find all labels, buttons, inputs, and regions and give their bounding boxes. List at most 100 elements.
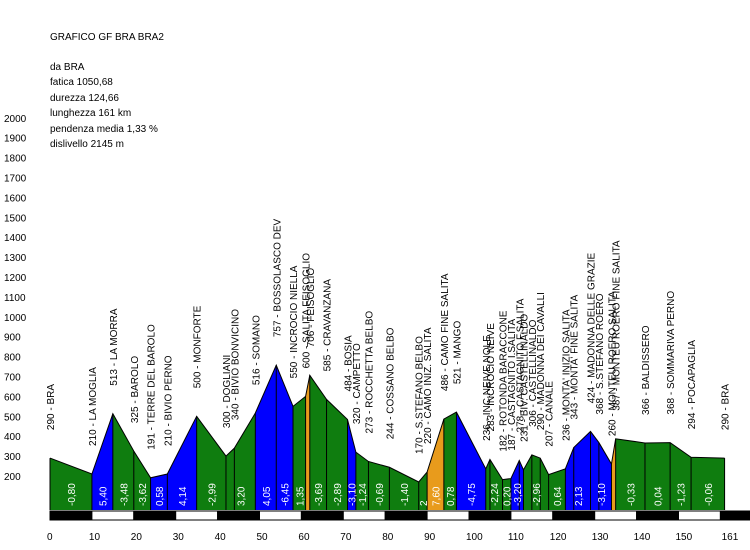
x-tick-label: 130	[592, 532, 609, 543]
y-tick-label: 1600	[4, 193, 27, 204]
waypoint-label: 513 - LA MORRA	[109, 308, 120, 386]
chart-title: GRAFICO GF BRA BRA2	[50, 32, 164, 43]
waypoint-label: 290 - BRA	[721, 384, 732, 430]
grade-label: -0,80	[67, 483, 78, 506]
profile-segment	[347, 419, 356, 510]
profile-segment	[611, 438, 616, 510]
waypoint-label: 182 - ROTONDA BARACCONE	[499, 310, 510, 451]
grade-label: 0,78	[446, 486, 457, 506]
profile-segment	[91, 413, 113, 510]
profile-segment	[670, 442, 692, 510]
waypoint-label: 191 - TERRE DEL BAROLO	[147, 324, 158, 450]
grade-label: -1,24	[358, 483, 369, 506]
grade-label: -3,10	[597, 483, 608, 506]
profile-segment	[615, 438, 645, 510]
waypoint-label: 343 - MONTA' FINE SALITA	[570, 294, 581, 419]
grade-label: -0,06	[704, 483, 715, 506]
waypoint-label: 290 - BRA	[46, 384, 57, 430]
km-scale-block	[91, 510, 135, 521]
grade-label: -3,20	[513, 483, 524, 506]
x-tick-label: 70	[340, 532, 352, 543]
grade-label: 7,60	[431, 486, 442, 506]
waypoint-label: 283 - INCROCIO NEIVE	[486, 323, 497, 432]
profile-segment	[502, 478, 511, 510]
grade-label: -4,75	[467, 483, 478, 506]
profile-segment	[443, 412, 457, 510]
profile-segment	[368, 461, 390, 510]
x-tick-label: 30	[173, 532, 185, 543]
km-scale-block	[175, 510, 219, 521]
grade-label: -6,45	[281, 483, 292, 506]
x-tick-label: 140	[634, 532, 651, 543]
waypoint-label: 486 - CAMO FINE SALITA	[440, 273, 451, 391]
y-tick-label: 1700	[4, 174, 27, 185]
km-scale-block	[49, 510, 93, 521]
waypoint-label: 366 - BALDISSERO	[641, 325, 652, 415]
grade-label: -2,96	[532, 483, 543, 506]
waypoint-label: 236 - INC.NEIVE NOLE	[482, 335, 493, 441]
grade-label: -1,40	[400, 483, 411, 506]
grade-label: -2,99	[207, 483, 218, 506]
grade-label: 3,20	[237, 486, 248, 506]
waypoint-label: 294 - POCAPAGLIA	[687, 340, 698, 430]
km-scale-block	[300, 510, 344, 521]
x-tick-label: 161	[722, 532, 739, 543]
x-tick-label: 150	[676, 532, 693, 543]
profile-segment	[133, 451, 151, 510]
km-scale-frame	[49, 510, 750, 521]
grade-label: -1,23	[677, 483, 688, 506]
y-tick-label: 400	[4, 432, 21, 443]
grade-label: 4,05	[262, 486, 273, 506]
waypoint-label: 278 - CASTAGNITO F.SALITA	[515, 298, 526, 432]
grade-label: -3,69	[314, 483, 325, 506]
x-tick-label: 120	[550, 532, 567, 543]
km-scale-block	[426, 510, 470, 521]
waypoint-label: 236 - MONTA' INIZIO SALITA	[561, 309, 572, 441]
y-tick-label: 1100	[4, 293, 26, 304]
route-info: da BRA fatica 1050,68 durezza 124,66 lun…	[50, 60, 158, 152]
y-tick-label: 1000	[4, 313, 27, 324]
grade-label: 5,40	[98, 486, 109, 506]
x-tick-label: 10	[89, 532, 101, 543]
waypoint-label: 273 - ROCCHETTA BELBO	[364, 311, 375, 434]
grade-label: -2,24	[490, 483, 501, 506]
x-tick-label: 100	[466, 532, 483, 543]
profile-segment	[456, 412, 486, 510]
grade-label: 2	[419, 500, 430, 506]
x-tick-label: 40	[215, 532, 227, 543]
profile-segment	[355, 452, 369, 510]
profile-segment	[565, 431, 591, 510]
y-tick-label: 2000	[4, 114, 27, 125]
km-scale-block	[259, 510, 302, 521]
info-pendenza: pendenza media 1,33 %	[50, 123, 158, 135]
profile-segment	[326, 399, 348, 510]
waypoint-label: 387 - MONTEU ROERO FINE SALITA	[612, 240, 623, 411]
waypoint-label: 220 - CAMO INIZ. SALITA	[423, 327, 434, 444]
y-tick-label: 600	[4, 392, 21, 403]
profile-segment	[225, 413, 256, 510]
waypoint-label: 306 - CASTELLINALDO	[528, 319, 539, 426]
profile-segment	[293, 396, 306, 510]
grade-label: 0,04	[654, 486, 665, 506]
profile-segment	[523, 454, 549, 510]
y-tick-label: 1800	[4, 154, 27, 165]
profile-segment	[418, 472, 428, 510]
y-tick-label: 700	[4, 373, 21, 384]
y-tick-label: 300	[4, 452, 21, 463]
x-tick-label: 0	[47, 532, 53, 543]
y-tick-label: 1900	[4, 134, 27, 145]
waypoint-label: 170 - S.STEFANO BELBO	[415, 336, 426, 454]
profile-segment	[305, 375, 310, 510]
x-tick-label: 20	[131, 532, 143, 543]
km-scale-block	[678, 510, 721, 521]
y-tick-label: 900	[4, 333, 21, 344]
waypoint-label: 325 - BAROLO	[130, 356, 141, 423]
y-tick-label: 200	[4, 472, 21, 483]
grade-label: 0,64	[553, 486, 564, 506]
info-dislivello: dislivello 2145 m	[50, 138, 124, 150]
profile-segment	[150, 474, 168, 510]
waypoint-label: 231 - BIV. CASTELLINALDO	[519, 314, 530, 442]
waypoint-label: 187 - CASTAGNITO I.SALITA	[507, 319, 518, 451]
grade-label: -0,33	[626, 483, 637, 506]
